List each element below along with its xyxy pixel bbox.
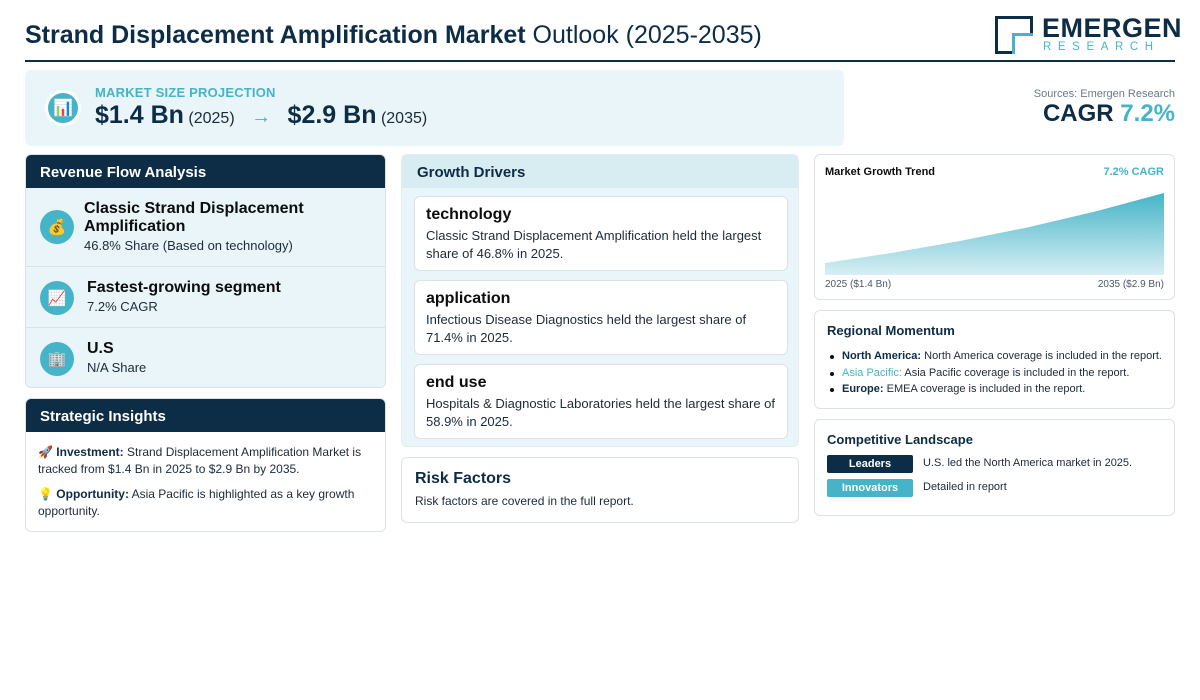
bar-chart-icon: 📊 <box>45 90 81 126</box>
revenue-item-sub: 7.2% CAGR <box>87 299 158 314</box>
region-text: EMEA coverage is included in the report. <box>886 383 1086 395</box>
competitive-landscape-panel: Competitive Landscape Leaders U.S. led t… <box>814 419 1175 516</box>
driver-text: Infectious Disease Diagnostics held the … <box>426 312 747 345</box>
region-item-asia-pacific: Asia Pacific: Asia Pacific coverage is i… <box>827 365 1162 382</box>
revenue-item-title: Fastest-growing segment <box>87 279 281 296</box>
driver-title: application <box>426 290 511 307</box>
revenue-item-region: 🏢 U.S N/A Share <box>26 327 385 387</box>
insight-text: Asia Pacific is highlighted as a key gro… <box>38 487 355 518</box>
competitive-row-innovators: Innovators Detailed in report <box>827 479 1167 497</box>
trend-title: Market Growth Trend <box>825 166 936 178</box>
driver-card-end-use: end use Hospitals & Diagnostic Laborator… <box>414 364 788 439</box>
insight-label: Investment: <box>56 445 124 459</box>
market-growth-trend-panel: Market Growth Trend 7.2% CAGR 2025 ($1.4… <box>814 154 1175 300</box>
driver-card-application: application Infectious Disease Diagnosti… <box>414 280 788 355</box>
regional-list: North America: North America coverage is… <box>827 348 1162 398</box>
region-text: North America coverage is included in th… <box>924 350 1162 362</box>
region-item-europe: Europe: EMEA coverage is included in the… <box>827 381 1162 398</box>
growth-area <box>825 193 1164 275</box>
competitive-row-leaders: Leaders U.S. led the North America marke… <box>827 455 1167 473</box>
competitive-text: Detailed in report <box>923 481 1007 493</box>
revenue-item-title: Classic Strand Displacement Amplificatio… <box>84 200 304 235</box>
strategic-insights-title: Strategic Insights <box>26 399 385 432</box>
revenue-item-sub: 46.8% Share (Based on technology) <box>84 238 293 253</box>
insight-opportunity: 💡 Opportunity: Asia Pacific is highlight… <box>38 486 373 520</box>
trend-cagr: 7.2% CAGR <box>1103 166 1164 178</box>
page-title-sub: Outlook (2025-2035) <box>532 21 762 49</box>
leaders-badge: Leaders <box>827 455 913 473</box>
regional-momentum-panel: Regional Momentum North America: North A… <box>814 310 1175 409</box>
start-value: $1.4 Bn <box>95 101 184 129</box>
market-size-label: MARKET SIZE PROJECTION <box>95 85 276 100</box>
insight-label: Opportunity: <box>56 487 129 501</box>
cagr-label: CAGR <box>1042 100 1114 127</box>
logo-wordmark: EMERGEN <box>1042 13 1183 43</box>
driver-card-technology: technology Classic Strand Displacement A… <box>414 196 788 271</box>
region-name: Asia Pacific: <box>842 366 902 379</box>
region-text: Asia Pacific coverage is included in the… <box>904 366 1130 379</box>
revenue-flow-title: Revenue Flow Analysis <box>26 155 385 188</box>
driver-text: Classic Strand Displacement Amplificatio… <box>426 228 762 261</box>
trend-end-label: 2035 ($2.9 Bn) <box>1097 279 1164 290</box>
risk-factors-text: Risk factors are covered in the full rep… <box>415 494 634 508</box>
revenue-item-fastest: 📈 Fastest-growing segment 7.2% CAGR <box>26 266 385 327</box>
page-header: Strand Displacement Amplification Market… <box>25 10 1182 62</box>
insight-investment: 🚀 Investment: Strand Displacement Amplif… <box>38 444 373 478</box>
trend-up-icon: 📈 <box>40 281 74 315</box>
driver-text: Hospitals & Diagnostic Laboratories held… <box>426 396 776 429</box>
page-title-main: Strand Displacement Amplification Market <box>25 21 526 49</box>
logo-tagline: RESEARCH <box>1043 41 1160 53</box>
money-bag-icon: 💰 <box>40 210 74 244</box>
region-name: Europe: <box>842 383 884 395</box>
market-size-values: $1.4 Bn (2025) → $2.9 Bn (2035) <box>95 101 427 130</box>
page-title: Strand Displacement Amplification Market… <box>25 21 762 50</box>
end-year: (2035) <box>380 110 428 127</box>
revenue-item-segment: 💰 Classic Strand Displacement Amplificat… <box>26 188 385 266</box>
regional-momentum-title: Regional Momentum <box>827 323 955 338</box>
cagr-headline: CAGR 7.2% <box>1043 100 1175 128</box>
rocket-icon: 🚀 <box>38 445 53 459</box>
competitive-landscape-title: Competitive Landscape <box>827 432 973 447</box>
strategic-insights-panel: Strategic Insights 🚀 Investment: Strand … <box>25 398 386 532</box>
arrow-right-icon: → <box>251 106 272 128</box>
revenue-item-title: U.S <box>87 340 114 357</box>
revenue-item-sub: N/A Share <box>87 360 147 375</box>
innovators-badge: Innovators <box>827 479 913 497</box>
trend-start-label: 2025 ($1.4 Bn) <box>825 279 892 290</box>
risk-factors-title: Risk Factors <box>415 470 512 487</box>
risk-factors-panel: Risk Factors Risk factors are covered in… <box>401 457 799 523</box>
start-year: (2025) <box>188 110 235 127</box>
revenue-flow-panel: Revenue Flow Analysis 💰 Classic Strand D… <box>25 154 386 388</box>
building-icon: 🏢 <box>40 342 74 376</box>
region-name: North America: <box>842 350 922 362</box>
growth-drivers-panel: Growth Drivers technology Classic Strand… <box>401 154 799 447</box>
logo-mark-icon <box>995 16 1033 54</box>
driver-title: technology <box>426 206 512 223</box>
lightbulb-icon: 💡 <box>38 487 53 501</box>
competitive-text: U.S. led the North America market in 202… <box>923 457 1133 469</box>
end-value: $2.9 Bn <box>287 101 377 129</box>
insight-text: Strand Displacement Amplification Market… <box>38 445 362 476</box>
cagr-value: 7.2% <box>1120 100 1175 127</box>
region-item-north-america: North America: North America coverage is… <box>827 348 1162 365</box>
driver-title: end use <box>426 374 487 391</box>
growth-drivers-title: Growth Drivers <box>402 155 798 188</box>
market-size-banner: 📊 MARKET SIZE PROJECTION $1.4 Bn (2025) … <box>25 70 844 146</box>
strategic-insights-body: 🚀 Investment: Strand Displacement Amplif… <box>26 432 385 531</box>
growth-area-chart <box>825 193 1164 275</box>
sources-text: Sources: Emergen Research <box>1033 88 1175 100</box>
emergen-logo: EMERGEN RESEARCH <box>995 14 1182 56</box>
